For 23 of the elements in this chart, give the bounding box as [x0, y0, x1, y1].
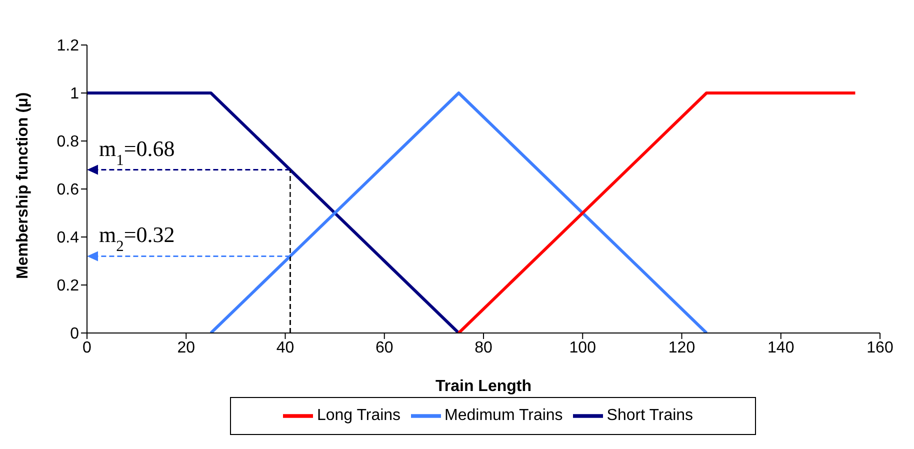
x-axis-title: Train Length	[436, 378, 532, 395]
annotation: m$_{1}$=0.68	[99, 136, 175, 168]
x-tick-label: 140	[768, 339, 794, 356]
y-tick-label: 0.2	[56, 278, 80, 295]
y-axis-title: Membership function (μ)	[14, 92, 32, 279]
y-tick-label: 0.8	[56, 134, 80, 151]
legend-label: Medimum Trains	[444, 407, 563, 424]
y-tick-label: 0.4	[56, 230, 80, 247]
legend-label: Long Trains	[316, 407, 401, 424]
x-tick-label: 60	[375, 339, 394, 356]
annotation: m$_{2}$=0.32	[99, 222, 175, 255]
x-tick-label: 40	[276, 339, 294, 356]
y-tick-label: 1	[70, 86, 80, 103]
x-tick-label: 80	[474, 339, 492, 356]
y-tick-label: 1.2	[56, 38, 80, 55]
legend-label: Short Trains	[606, 407, 694, 424]
y-tick-label: 0	[70, 326, 80, 343]
x-tick-label: 160	[866, 339, 894, 356]
x-tick-label: 120	[668, 339, 696, 356]
x-tick-label: 0	[82, 339, 92, 356]
x-tick-label: 20	[177, 339, 196, 356]
x-tick-label: 100	[569, 339, 596, 356]
y-tick-label: 0.6	[56, 182, 80, 199]
